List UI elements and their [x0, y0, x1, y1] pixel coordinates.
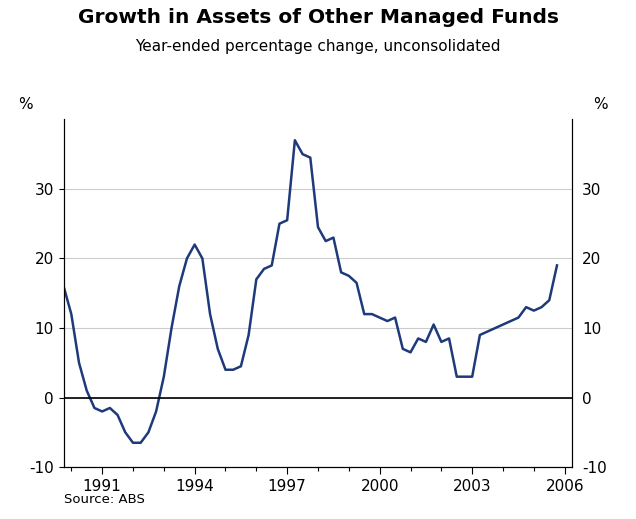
Text: Source: ABS: Source: ABS — [64, 493, 144, 506]
Text: %: % — [18, 98, 32, 113]
Text: Growth in Assets of Other Managed Funds: Growth in Assets of Other Managed Funds — [78, 8, 558, 27]
Text: %: % — [593, 98, 608, 113]
Text: Year-ended percentage change, unconsolidated: Year-ended percentage change, unconsolid… — [135, 39, 501, 54]
